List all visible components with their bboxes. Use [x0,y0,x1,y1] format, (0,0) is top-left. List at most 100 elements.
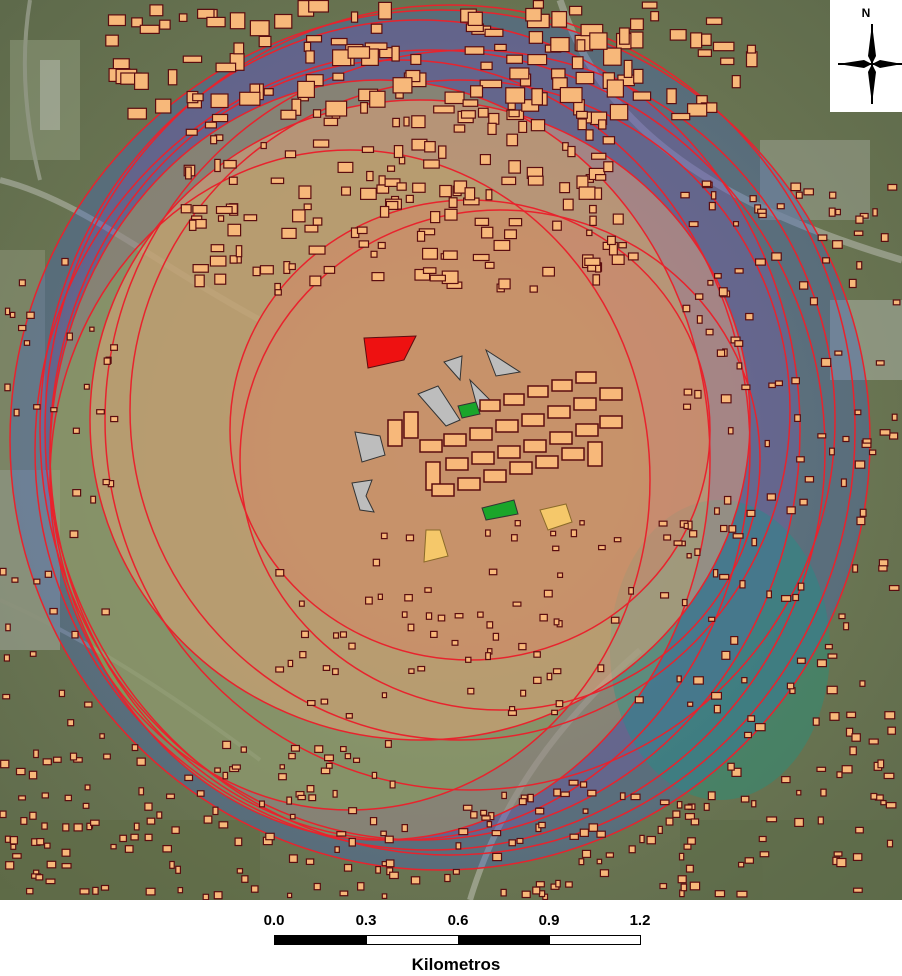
building [20,816,28,825]
building [5,623,11,632]
building [288,854,298,864]
building [180,204,192,214]
building [408,668,415,675]
building [843,622,850,631]
building [234,837,243,847]
building [824,643,833,650]
building [720,394,732,404]
building [259,800,266,808]
building [530,119,546,132]
building [462,804,473,811]
building [292,209,306,223]
building [86,822,93,831]
building [332,72,345,81]
building [430,211,441,224]
building [133,822,140,831]
building [749,195,757,203]
building [348,807,358,815]
building [712,568,719,578]
building [659,799,670,806]
building [796,456,805,463]
building [518,798,527,806]
building [389,871,399,880]
building [875,360,885,366]
building [771,252,782,261]
building [330,37,348,46]
building [50,407,58,413]
building [214,158,221,173]
building [685,864,694,873]
building [312,139,330,148]
building [370,250,378,258]
building [45,878,56,885]
building [389,780,396,789]
building [84,784,91,791]
building [437,614,446,622]
map-canvas[interactable] [0,0,902,900]
building [287,659,294,668]
building [553,618,560,626]
building [249,20,270,37]
building [737,861,745,868]
building [597,544,606,551]
building [308,794,317,802]
building [696,315,703,324]
building [658,520,668,527]
building [833,851,843,857]
building [588,823,599,832]
building [527,53,548,66]
building [597,664,605,673]
building [596,830,606,838]
building [713,507,720,515]
building [539,613,548,622]
building [836,857,847,868]
building [299,650,307,659]
building [90,495,97,504]
building [192,93,204,102]
building [214,767,221,773]
building [794,414,801,422]
building [743,731,752,739]
building [424,587,432,593]
building [516,837,524,845]
building [588,204,597,214]
scale-unit-label: Kilometros [411,955,501,974]
building [385,200,399,211]
building [817,234,828,242]
building [884,711,896,720]
building [477,107,489,118]
building [227,223,242,237]
building [532,0,545,9]
building [629,31,644,49]
building [398,156,406,165]
building [508,218,523,227]
building [831,240,843,249]
building [575,71,595,85]
building [401,823,409,833]
building [758,835,767,843]
building [214,273,227,285]
building [35,874,44,881]
building [565,881,573,888]
building [372,558,381,567]
building [870,792,878,800]
building [613,537,622,543]
building [716,349,726,358]
building [707,279,714,286]
building [9,311,16,318]
building [332,668,339,676]
building [854,460,866,469]
building [442,250,458,260]
building [356,226,368,235]
building [693,676,704,685]
north-arrow: N [830,0,902,112]
building [570,529,578,538]
building [454,612,464,619]
building [403,116,410,127]
building [507,710,518,717]
building [206,16,226,28]
building [586,229,593,237]
building [192,204,208,214]
building [525,7,542,22]
building [0,810,7,819]
